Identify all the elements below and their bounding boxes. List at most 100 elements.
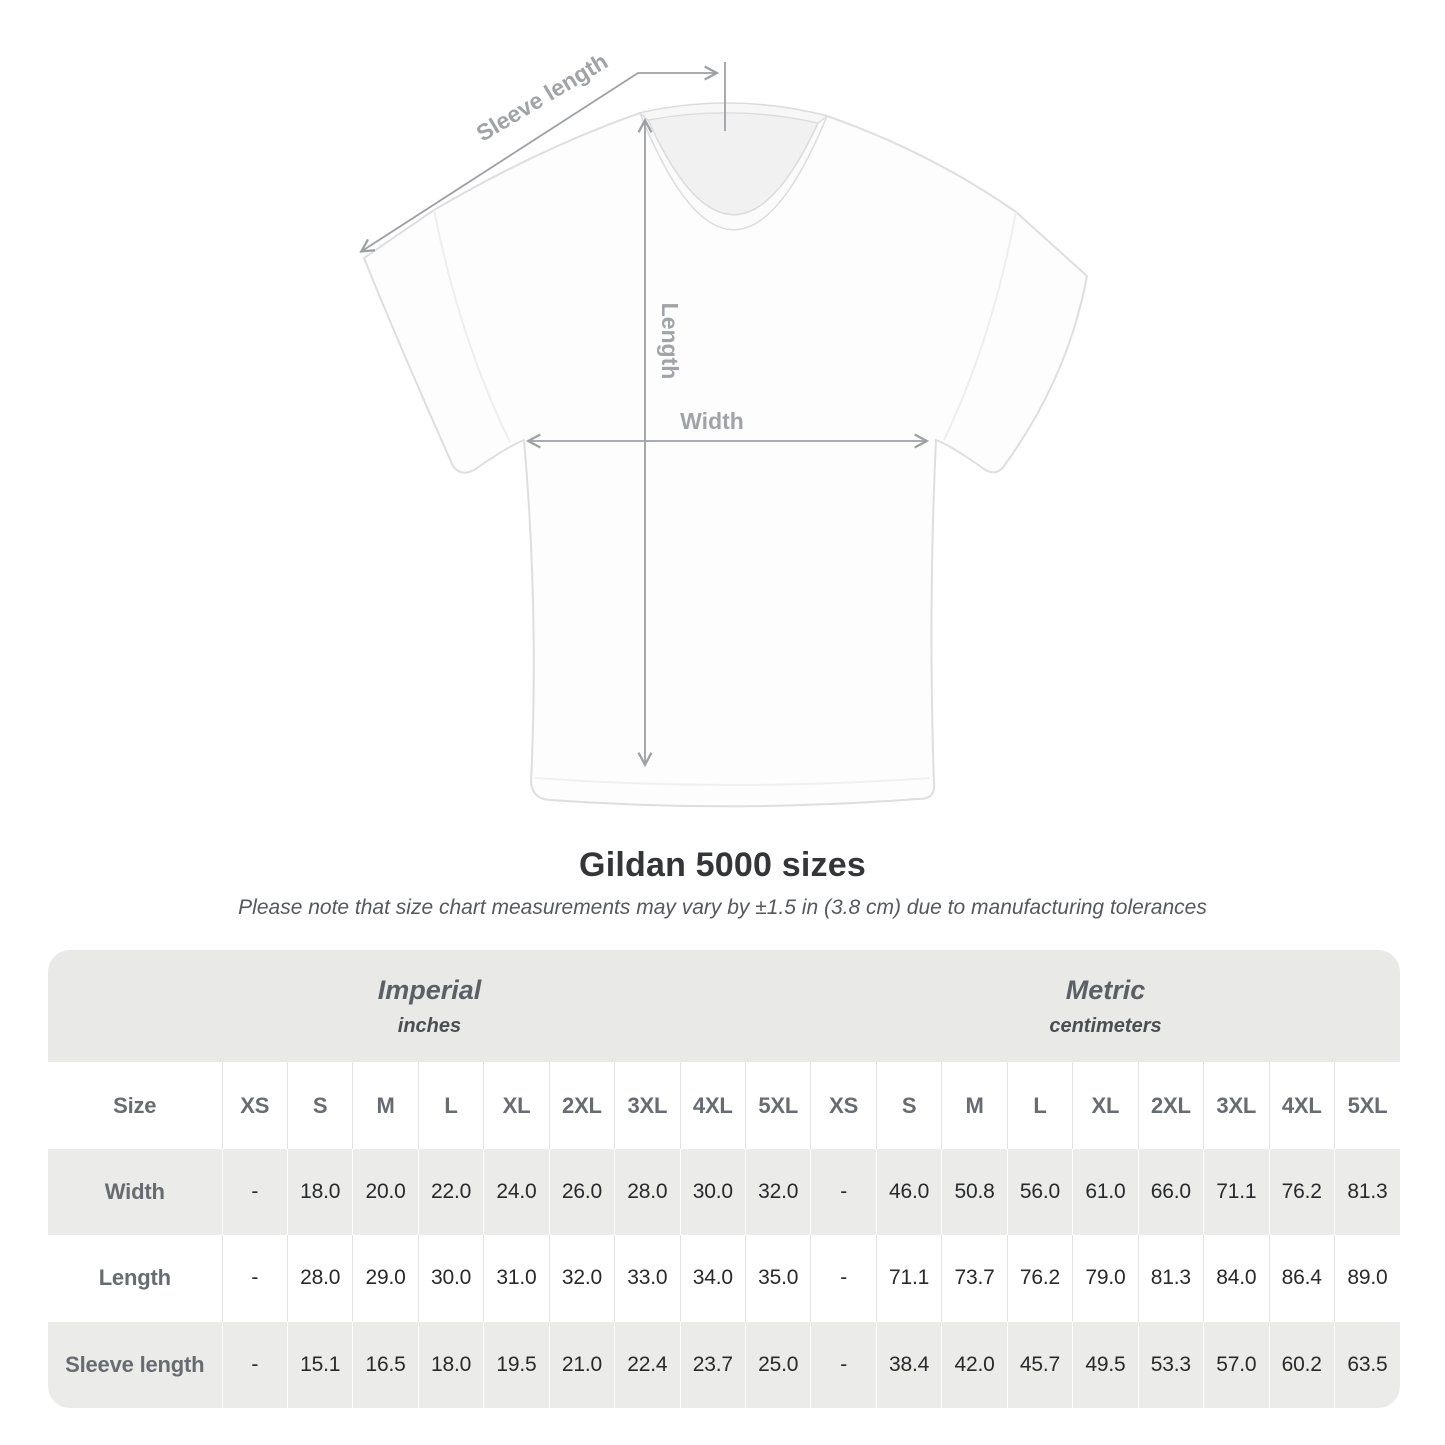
measurement-value: 22.4	[614, 1321, 681, 1408]
measurement-value: 18.0	[286, 1148, 353, 1236]
group-sublabel: centimeters	[1049, 1014, 1162, 1037]
measurement-value: 63.5	[1333, 1321, 1400, 1408]
sleeve-length-arrow-line	[359, 65, 720, 253]
size-col-header-imperial-xs: XS	[221, 1062, 288, 1149]
measurement-value: 33.0	[614, 1235, 681, 1322]
measurement-value: 66.0	[1137, 1148, 1204, 1236]
measurement-value: 71.1	[875, 1235, 942, 1322]
measurement-value: 46.0	[875, 1148, 942, 1236]
measurement-value: -	[810, 1321, 877, 1408]
measurement-value: 25.0	[744, 1321, 811, 1408]
measurement-value: 32.0	[548, 1235, 615, 1322]
measurement-value: 31.0	[483, 1235, 550, 1322]
measurement-value: -	[221, 1235, 288, 1322]
unit-band-row: Imperial inches Metric centimeters	[48, 950, 1400, 1063]
measurement-value: 26.0	[548, 1148, 615, 1236]
group-label: Imperial	[377, 974, 482, 1005]
size-col-header-metric-5xl: 5XL	[1333, 1062, 1400, 1149]
measurement-value: 35.0	[744, 1235, 811, 1322]
size-column-header: Size	[48, 1062, 222, 1149]
tshirt-measurement-diagram: Width Length Sleeve length	[359, 48, 1088, 808]
measurement-annotations	[359, 62, 930, 768]
size-col-header-imperial-4xl: 4XL	[679, 1062, 746, 1149]
measurement-value: 20.0	[352, 1148, 419, 1236]
measurement-value: 61.0	[1072, 1148, 1139, 1236]
measurement-value: 60.2	[1268, 1321, 1335, 1408]
size-header-row: Size XS S M L XL 2XL 3XL 4XL 5XL XS S M L XL 2XL 3XL 4XL 5…	[48, 1062, 1400, 1149]
measurement-value: 76.2	[1268, 1148, 1335, 1236]
row-label: Length	[48, 1235, 222, 1322]
size-col-header-metric-m: M	[941, 1062, 1008, 1149]
size-col-header-metric-2xl: 2XL	[1137, 1062, 1204, 1149]
measurement-value: 38.4	[875, 1321, 942, 1408]
measurement-value: 86.4	[1268, 1235, 1335, 1322]
measurement-value: 81.3	[1137, 1235, 1204, 1322]
measurement-value: 18.0	[417, 1321, 484, 1408]
measurement-value: 81.3	[1333, 1148, 1400, 1236]
row-label: Width	[48, 1148, 222, 1236]
measurement-value: 22.0	[417, 1148, 484, 1236]
measurement-value: 76.2	[1006, 1235, 1073, 1322]
size-table-container: Imperial inches Metric centimeters Size XS S M L…	[48, 950, 1400, 1408]
measurement-value: 45.7	[1006, 1321, 1073, 1408]
size-col-header-metric-xl: XL	[1072, 1062, 1139, 1149]
size-col-header-metric-3xl: 3XL	[1203, 1062, 1269, 1149]
measurement-value: -	[810, 1235, 877, 1322]
size-col-header-imperial-l: L	[417, 1062, 484, 1149]
page-title: Gildan 5000 sizes	[579, 846, 866, 884]
size-col-header-imperial-m: M	[352, 1062, 419, 1149]
measurement-value: 32.0	[744, 1148, 811, 1236]
unit-group-imperial: Imperial inches	[48, 950, 811, 1063]
measurement-value: 84.0	[1203, 1235, 1269, 1322]
table-row: Width -18.0 20.0 22.0 24.0 26.0 28.0 30.0 32.0-4…	[48, 1148, 1400, 1236]
size-col-header-metric-l: L	[1006, 1062, 1073, 1149]
table-row: Sleeve length -15.1 16.5 18.0 19.5 21.0 22.4 23…	[48, 1321, 1400, 1408]
measurement-value: 19.5	[483, 1321, 550, 1408]
measurement-value: 29.0	[352, 1235, 419, 1322]
size-col-header-imperial-2xl: 2XL	[548, 1062, 615, 1149]
size-col-header-metric-4xl: 4XL	[1268, 1062, 1335, 1149]
length-label: Length	[657, 303, 683, 380]
size-col-header-metric-xs: XS	[810, 1062, 877, 1149]
right-sleeve-seam	[943, 211, 1017, 441]
measurement-value: 21.0	[548, 1321, 615, 1408]
measurement-value: 50.8	[941, 1148, 1008, 1236]
group-label: Metric	[1065, 974, 1146, 1005]
measurement-value: -	[221, 1321, 288, 1408]
measurement-value: 79.0	[1072, 1235, 1139, 1322]
measurement-value: 23.7	[679, 1321, 746, 1408]
size-table: Imperial inches Metric centimeters Size XS S M L…	[48, 950, 1400, 1408]
measurement-value: 28.0	[614, 1148, 681, 1236]
unit-group-metric: Metric centimeters	[810, 950, 1400, 1063]
measurement-value: 89.0	[1333, 1235, 1400, 1322]
measurement-value: 73.7	[941, 1235, 1008, 1322]
measurement-value: 34.0	[679, 1235, 746, 1322]
measurement-value: 24.0	[483, 1148, 550, 1236]
measurement-value: -	[810, 1148, 877, 1236]
measurement-value: 30.0	[679, 1148, 746, 1236]
measurement-value: 28.0	[286, 1235, 353, 1322]
row-label: Sleeve length	[48, 1321, 222, 1408]
tshirt-body	[363, 102, 1088, 808]
measurement-value: 53.3	[1137, 1321, 1204, 1408]
tolerance-note: Please note that size chart measurements…	[238, 896, 1207, 919]
measurement-value: 15.1	[286, 1321, 353, 1408]
tshirt-illustration	[363, 102, 1088, 808]
size-col-header-metric-s: S	[875, 1062, 942, 1149]
hem-stitch	[534, 777, 931, 786]
measurement-value: 42.0	[941, 1321, 1008, 1408]
width-label: Width	[680, 408, 744, 434]
measurement-value: 49.5	[1072, 1321, 1139, 1408]
measurement-value: 30.0	[417, 1235, 484, 1322]
measurement-value: 56.0	[1006, 1148, 1073, 1236]
measurement-value: 71.1	[1203, 1148, 1269, 1236]
measurement-value: 57.0	[1203, 1321, 1269, 1408]
size-col-header-imperial-s: S	[286, 1062, 353, 1149]
measurement-value: 16.5	[352, 1321, 419, 1408]
measurement-value: -	[221, 1148, 288, 1236]
size-col-header-imperial-5xl: 5XL	[744, 1062, 811, 1149]
table-row: Length -28.0 29.0 30.0 31.0 32.0 33.0 34.0 35.0-…	[48, 1235, 1400, 1322]
size-col-header-imperial-xl: XL	[483, 1062, 550, 1149]
group-sublabel: inches	[397, 1014, 462, 1037]
